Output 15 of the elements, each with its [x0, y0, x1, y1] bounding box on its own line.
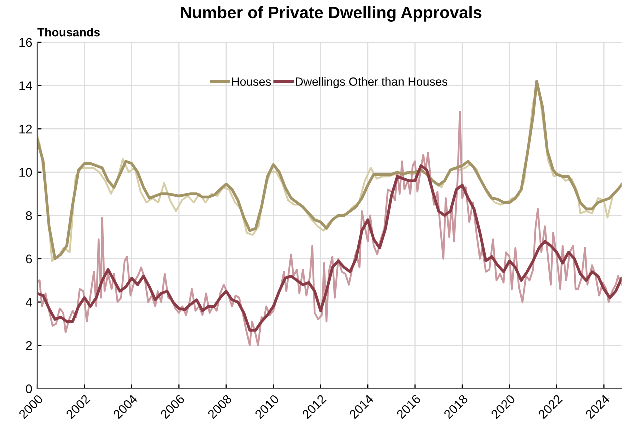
y-tick-label: 16	[20, 38, 32, 48]
y-axis-title: Thousands	[38, 28, 100, 37]
y-tick-label: 0	[26, 384, 32, 394]
y-tick-label: 2	[26, 341, 32, 350]
legend-label: Houses	[232, 78, 272, 86]
y-tick-label: 6	[26, 254, 32, 264]
legend-label: Dwellings Other than Houses	[296, 77, 448, 88]
y-tick-label: 14	[20, 82, 32, 90]
y-tick-label: 10	[20, 168, 32, 178]
y-tick-label: 12	[20, 124, 32, 134]
line-series	[38, 164, 622, 332]
line-series	[38, 110, 622, 346]
y-tick-label: 8	[26, 211, 32, 220]
chart-title: Number of Private Dwelling Approvals	[181, 6, 482, 22]
y-tick-label: 4	[26, 298, 32, 307]
